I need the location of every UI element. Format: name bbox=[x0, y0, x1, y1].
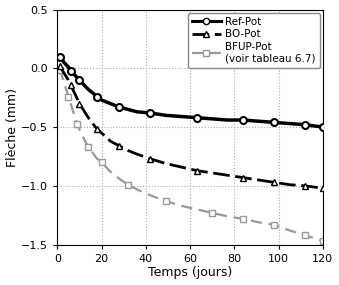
BFUP-Pot bbox=[77, 128, 81, 131]
Ref-Pot bbox=[86, 88, 91, 91]
BO-Pot bbox=[321, 186, 325, 190]
Ref-Pot bbox=[135, 110, 139, 113]
Ref-Pot bbox=[126, 108, 130, 111]
Ref-Pot bbox=[58, 55, 62, 58]
Ref-Pot bbox=[179, 115, 183, 118]
BFUP-Pot bbox=[91, 151, 95, 155]
BO-Pot bbox=[77, 102, 81, 105]
BO-Pot bbox=[95, 128, 99, 131]
BO-Pot bbox=[58, 64, 62, 68]
BO-Pot bbox=[164, 162, 168, 165]
Ref-Pot bbox=[62, 61, 66, 64]
BO-Pot bbox=[117, 144, 121, 148]
BFUP-Pot bbox=[100, 161, 104, 164]
BFUP-Pot bbox=[135, 188, 139, 191]
BFUP-Pot bbox=[58, 68, 62, 71]
BO-Pot bbox=[288, 183, 292, 186]
Ref-Pot bbox=[148, 111, 152, 115]
BO-Pot bbox=[272, 181, 276, 184]
Ref-Pot bbox=[77, 78, 81, 82]
BO-Pot bbox=[86, 116, 91, 119]
BFUP-Pot bbox=[226, 215, 230, 218]
Ref-Pot bbox=[91, 91, 95, 95]
BFUP-Pot bbox=[257, 221, 261, 224]
BO-Pot bbox=[126, 149, 130, 152]
BFUP-Pot bbox=[195, 208, 199, 211]
BFUP-Pot bbox=[82, 137, 86, 141]
BO-Pot bbox=[226, 174, 230, 177]
Ref-Pot bbox=[210, 117, 214, 121]
BO-Pot bbox=[148, 157, 152, 160]
Ref-Pot bbox=[82, 83, 86, 86]
Legend: Ref-Pot, BO-Pot, BFUP-Pot
(voir tableau 6.7): Ref-Pot, BO-Pot, BFUP-Pot (voir tableau … bbox=[187, 13, 320, 68]
Y-axis label: Flèche (mm): Flèche (mm) bbox=[5, 87, 19, 167]
BO-Pot bbox=[91, 122, 95, 125]
BFUP-Pot bbox=[272, 223, 276, 226]
Line: BFUP-Pot: BFUP-Pot bbox=[57, 66, 326, 244]
X-axis label: Temps (jours): Temps (jours) bbox=[148, 266, 232, 280]
BFUP-Pot bbox=[60, 74, 64, 77]
Ref-Pot bbox=[75, 76, 79, 80]
Line: BO-Pot: BO-Pot bbox=[57, 63, 326, 191]
BFUP-Pot bbox=[117, 177, 121, 180]
BO-Pot bbox=[71, 88, 75, 91]
BO-Pot bbox=[257, 178, 261, 182]
Ref-Pot bbox=[257, 119, 261, 123]
BO-Pot bbox=[179, 165, 183, 169]
BO-Pot bbox=[75, 97, 79, 101]
BFUP-Pot bbox=[288, 229, 292, 232]
Ref-Pot bbox=[321, 125, 325, 129]
BFUP-Pot bbox=[303, 233, 307, 237]
Ref-Pot bbox=[95, 95, 99, 98]
Ref-Pot bbox=[60, 57, 64, 61]
BO-Pot bbox=[303, 184, 307, 188]
Ref-Pot bbox=[288, 122, 292, 125]
BFUP-Pot bbox=[64, 88, 68, 91]
Ref-Pot bbox=[303, 123, 307, 127]
BFUP-Pot bbox=[68, 102, 73, 105]
BFUP-Pot bbox=[126, 183, 130, 186]
BO-Pot bbox=[62, 71, 66, 75]
BO-Pot bbox=[210, 171, 214, 175]
BFUP-Pot bbox=[66, 95, 71, 98]
BFUP-Pot bbox=[321, 239, 325, 243]
Ref-Pot bbox=[71, 71, 75, 75]
BO-Pot bbox=[100, 131, 104, 135]
BO-Pot bbox=[64, 75, 68, 78]
Ref-Pot bbox=[226, 118, 230, 122]
BFUP-Pot bbox=[164, 200, 168, 203]
BFUP-Pot bbox=[71, 109, 75, 112]
BO-Pot bbox=[66, 78, 71, 82]
BO-Pot bbox=[82, 109, 86, 112]
BO-Pot bbox=[135, 152, 139, 156]
BFUP-Pot bbox=[241, 217, 245, 221]
BFUP-Pot bbox=[75, 122, 79, 125]
BFUP-Pot bbox=[210, 211, 214, 215]
Ref-Pot bbox=[108, 102, 113, 105]
Ref-Pot bbox=[272, 121, 276, 124]
BO-Pot bbox=[195, 169, 199, 172]
BFUP-Pot bbox=[148, 194, 152, 197]
Line: Ref-Pot: Ref-Pot bbox=[56, 53, 326, 131]
Ref-Pot bbox=[64, 63, 68, 66]
BFUP-Pot bbox=[179, 204, 183, 207]
Ref-Pot bbox=[164, 114, 168, 117]
Ref-Pot bbox=[117, 105, 121, 109]
Ref-Pot bbox=[241, 118, 245, 122]
BO-Pot bbox=[108, 139, 113, 143]
Ref-Pot bbox=[66, 66, 71, 69]
BO-Pot bbox=[68, 83, 73, 86]
Ref-Pot bbox=[100, 98, 104, 102]
BO-Pot bbox=[241, 176, 245, 179]
BFUP-Pot bbox=[95, 157, 99, 160]
BFUP-Pot bbox=[86, 145, 91, 149]
BFUP-Pot bbox=[73, 116, 77, 119]
BFUP-Pot bbox=[108, 170, 113, 174]
Ref-Pot bbox=[73, 74, 77, 77]
Ref-Pot bbox=[195, 116, 199, 119]
BFUP-Pot bbox=[62, 81, 66, 84]
BO-Pot bbox=[60, 68, 64, 71]
BO-Pot bbox=[73, 92, 77, 96]
Ref-Pot bbox=[68, 69, 73, 72]
